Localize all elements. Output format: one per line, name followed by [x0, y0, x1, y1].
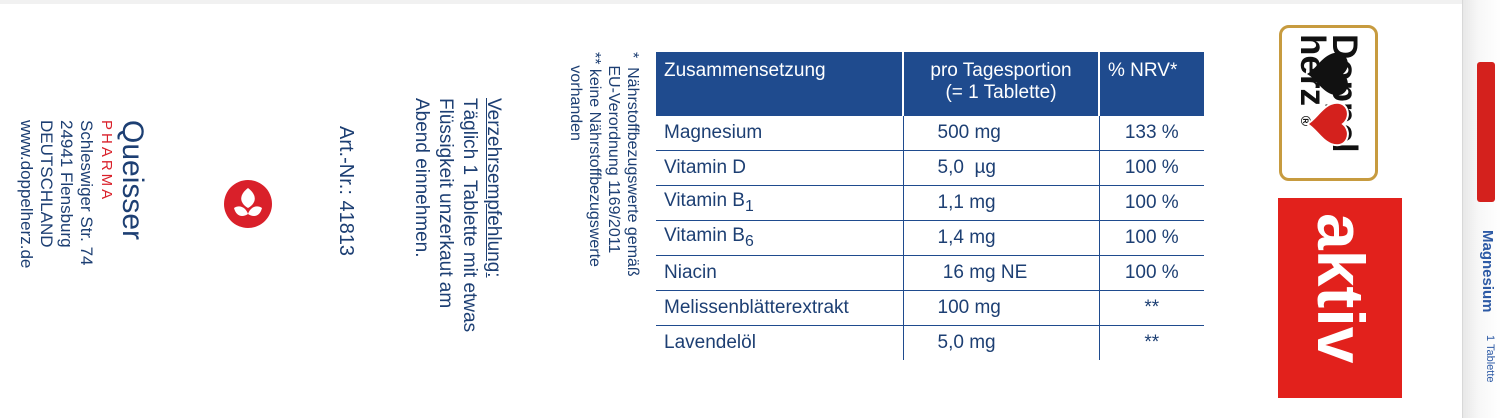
article-number: Art.-Nr.: 41813	[335, 126, 357, 257]
nutrient-name-text: Niacin	[664, 262, 717, 283]
nutrient-name: Lavendelöl	[656, 326, 903, 361]
nutrient-amount: 100 mg	[902, 290, 1099, 326]
footnote-line-3: ** keine Nährstoffbezugswerte	[586, 52, 603, 267]
nutrient-nrv: 100 %	[1098, 220, 1204, 256]
nutrient-name-text: Vitamin B	[664, 225, 745, 247]
footnote-line-4: vorhanden	[567, 52, 584, 141]
nutrient-amount: 500 mg	[902, 116, 1099, 151]
nutrition-table: Zusammensetzung pro Tagesportion (= 1 Ta…	[656, 52, 1204, 360]
manufacturer-block: Queisser PHARMA Schleswiger Str. 74 2494…	[16, 120, 149, 269]
dosage-line-1: Täglich 1 Tablette mit etwas	[459, 98, 480, 333]
side-product-subtitle: 1 Tablette	[1484, 335, 1496, 383]
header-per-serving: pro Tagesportion (= 1 Tablette)	[902, 52, 1099, 116]
nutrition-row: Vitamin B1 1,1 mg 100 %	[656, 185, 1204, 221]
side-brand-strip	[1477, 62, 1495, 202]
manufacturer-name: Queisser	[116, 120, 149, 241]
header-per-serving-line-1: pro Tagesportion	[930, 60, 1072, 81]
doppelherz-logo	[1279, 25, 1378, 181]
package-top-edge	[0, 0, 1462, 4]
dosage-line-3: Abend einnehmen.	[411, 98, 432, 258]
product-line-label: aktiv	[1304, 213, 1378, 364]
nutrition-row: Magnesium 500 mg 133 %	[656, 116, 1204, 151]
nutrient-name-text: Vitamin D	[664, 157, 747, 178]
nutrient-nrv: 133 %	[1098, 116, 1204, 151]
manufacturer-street: Schleswiger Str. 74	[77, 120, 96, 266]
nutrient-amount: 5,0 µg	[902, 150, 1099, 186]
manufacturer-website: www.doppelherz.de	[17, 120, 36, 269]
nutrient-nrv: 100 %	[1098, 185, 1204, 221]
nutrient-nrv: 100 %	[1098, 150, 1204, 186]
nutrition-row: Lavendelöl 5,0 mg **	[656, 325, 1204, 361]
queisser-leaf-icon	[224, 180, 272, 228]
nutrient-nrv: **	[1098, 290, 1204, 326]
nutrient-name: Niacin	[656, 255, 903, 291]
header-nrv: % NRV*	[1098, 52, 1204, 116]
manufacturer-city: 24941 Flensburg	[57, 120, 76, 248]
nutrition-table-header: Zusammensetzung pro Tagesportion (= 1 Ta…	[656, 52, 1204, 116]
manufacturer-division: PHARMA	[98, 120, 115, 203]
nutrient-name: Melissenblätterextrakt	[656, 290, 903, 326]
nutrient-name-text: Melissenblätterextrakt	[664, 297, 849, 318]
aktiv-band	[1278, 198, 1402, 398]
nutrient-name: Vitamin D	[656, 150, 903, 186]
footnote-line-1: * Nährstoffbezugswerte gemäß	[624, 52, 641, 277]
nutrient-name-text: Magnesium	[664, 122, 763, 143]
nutrient-amount: 16 mg NE	[902, 255, 1099, 291]
nutrient-amount: 5,0 mg	[902, 325, 1099, 360]
header-composition: Zusammensetzung	[656, 52, 903, 116]
nutrient-amount: 1,1 mg	[902, 185, 1099, 221]
hearts-icon	[1304, 52, 1349, 147]
nutrient-name: Vitamin B1	[656, 185, 903, 221]
nutrient-nrv: **	[1098, 325, 1204, 360]
nutrient-subscript: 1	[744, 197, 754, 215]
nutrition-row: Niacin 16 mg NE 100 %	[656, 255, 1204, 291]
footnote-line-2: EU-Verordnung 1169/2011	[605, 52, 622, 254]
nutrient-name: Magnesium	[656, 116, 903, 151]
manufacturer-country: DEUTSCHLAND	[37, 120, 56, 248]
side-product-name: Magnesium	[1479, 230, 1496, 313]
dosage-line-2: Flüssigkeit unzerkaut am	[435, 98, 456, 309]
nutrient-name-text: Lavendelöl	[664, 332, 756, 353]
dosage-heading: Verzehrsempfehlung:	[483, 98, 504, 278]
footnotes-block: * Nährstoffbezugswerte gemäß EU-Verordnu…	[566, 52, 642, 277]
nutrition-table-body: Magnesium 500 mg 133 % Vitamin D 5,0 µg 100 %…	[656, 116, 1204, 360]
nutrient-subscript: 6	[744, 232, 754, 250]
nutrient-nrv: 100 %	[1098, 255, 1204, 291]
nutrient-name-text: Vitamin B	[664, 190, 745, 212]
dosage-block: Verzehrsempfehlung: Täglich 1 Tablette m…	[409, 98, 505, 332]
header-per-serving-line-2: (= 1 Tablette)	[945, 82, 1057, 103]
nutrition-row: Vitamin D 5,0 µg 100 %	[656, 150, 1204, 186]
nutrient-amount: 1,4 mg	[902, 220, 1099, 256]
nutrition-row: Vitamin B6 1,4 mg 100 %	[656, 220, 1204, 256]
nutrition-row: Melissenblätterextrakt 100 mg **	[656, 290, 1204, 326]
nutrient-name: Vitamin B6	[656, 220, 903, 256]
